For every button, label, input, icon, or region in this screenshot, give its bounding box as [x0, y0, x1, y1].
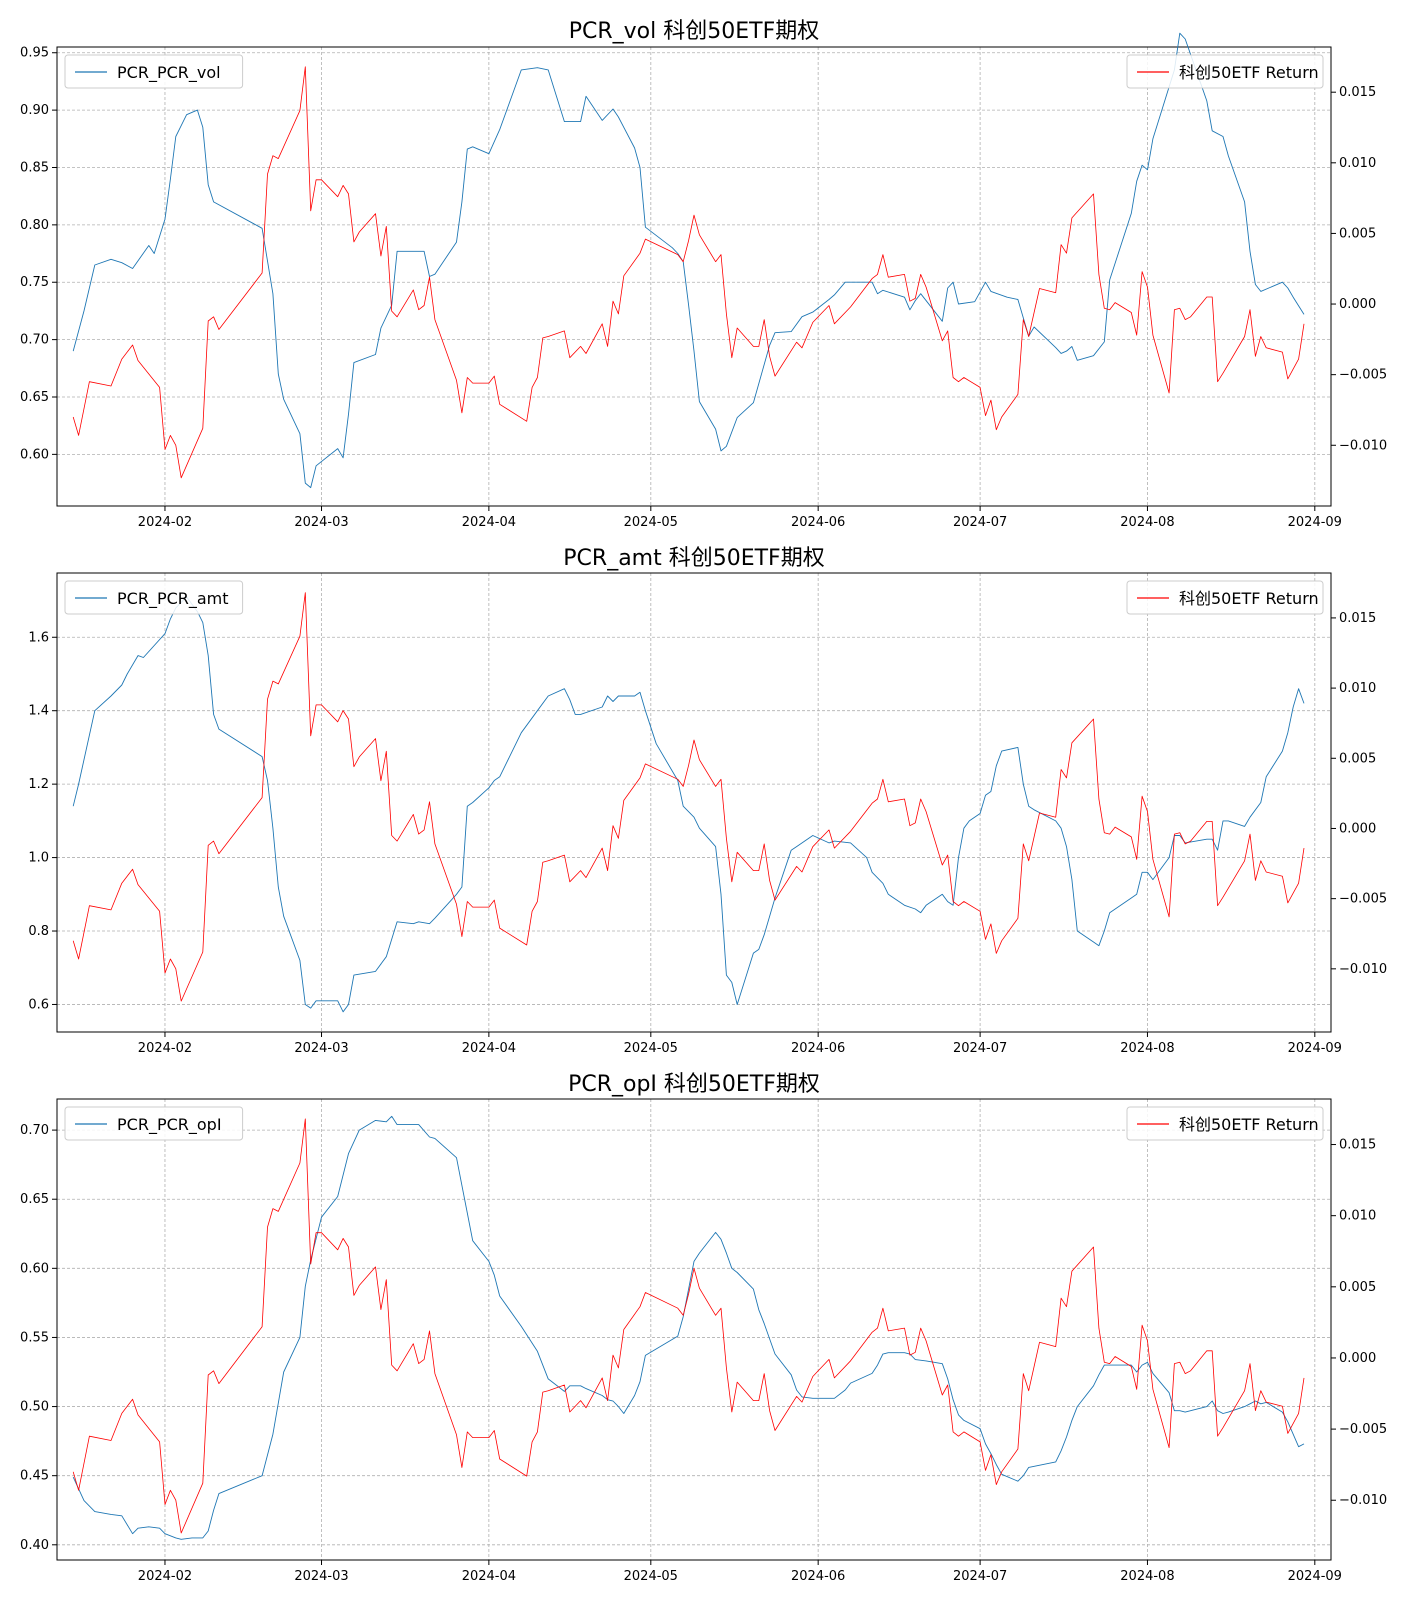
chart-title: PCR_amt 科创50ETF期权 — [563, 546, 824, 571]
x-tick-label: 2024-09 — [1288, 515, 1342, 530]
x-tick-label: 2024-04 — [462, 515, 516, 530]
x-tick-label: 2024-04 — [462, 1569, 516, 1584]
x-tick-label: 2024-09 — [1288, 1569, 1342, 1584]
x-tick-label: 2024-06 — [791, 1569, 845, 1584]
x-tick-label: 2024-08 — [1120, 1041, 1174, 1056]
y-left-tick-label: 0.80 — [20, 218, 49, 233]
series-line-return — [72, 592, 1305, 1002]
y-right-tick-label: −0.005 — [1339, 368, 1387, 383]
series-line-return — [72, 66, 1305, 479]
y-left-tick-label: 0.90 — [20, 103, 49, 118]
y-left-tick-label: 0.85 — [20, 160, 49, 175]
x-tick-label: 2024-06 — [791, 1041, 845, 1056]
y-right-tick-label: 0.015 — [1339, 611, 1376, 626]
y-left-tick-label: 0.6 — [28, 997, 49, 1012]
x-tick-label: 2024-03 — [294, 1569, 348, 1584]
y-right-tick-label: 0.010 — [1339, 1209, 1376, 1224]
y-left-tick-label: 0.60 — [20, 447, 49, 462]
x-tick-label: 2024-05 — [624, 1569, 678, 1584]
x-tick-label: 2024-07 — [953, 1569, 1007, 1584]
y-right-tick-label: 0.010 — [1339, 156, 1376, 171]
y-right-tick-label: 0.005 — [1339, 751, 1376, 766]
x-tick-label: 2024-05 — [624, 515, 678, 530]
y-left-tick-label: 1.4 — [28, 704, 49, 719]
y-left-tick-label: 0.95 — [20, 46, 49, 61]
x-tick-label: 2024-02 — [138, 1569, 192, 1584]
legend-box — [64, 580, 244, 615]
y-right-tick-label: −0.005 — [1339, 892, 1387, 907]
legend-box — [1126, 54, 1324, 89]
chart-title: PCR_opI 科创50ETF期权 — [568, 1072, 820, 1097]
x-tick-label: 2024-02 — [138, 515, 192, 530]
legend-right: 科创50ETF Return — [1126, 580, 1324, 615]
x-tick-label: 2024-03 — [294, 1041, 348, 1056]
x-tick-label: 2024-07 — [953, 515, 1007, 530]
y-right-tick-label: 0.005 — [1339, 226, 1376, 241]
x-tick-label: 2024-05 — [624, 1041, 678, 1056]
y-right-tick-label: −0.010 — [1339, 962, 1387, 977]
y-right-tick-label: 0.010 — [1339, 681, 1376, 696]
y-right-tick-label: 0.015 — [1339, 85, 1376, 100]
y-right-tick-label: −0.005 — [1339, 1422, 1387, 1437]
y-left-tick-label: 0.70 — [20, 333, 49, 348]
legend-left: PCR_PCR_vol — [64, 54, 244, 89]
y-left-tick-label: 0.40 — [20, 1538, 49, 1553]
chart-panel-2: PCR_amt 科创50ETF期权 2024-02 2024-03 2024-04 20… — [28, 546, 1387, 1056]
y-left-tick-label: 0.50 — [20, 1400, 49, 1415]
legend-box — [64, 54, 244, 89]
legend-left: PCR_PCR_opI — [64, 1106, 244, 1141]
series-line-return — [72, 1118, 1305, 1534]
y-left-tick-label: 1.0 — [28, 851, 49, 866]
legend-label: 科创50ETF Return — [1179, 589, 1319, 608]
x-tick-label: 2024-02 — [138, 1041, 192, 1056]
chart-panel-3: PCR_opI 科创50ETF期权 2024-02 2024-03 2024-04 20… — [20, 1072, 1387, 1584]
y-left-tick-label: 1.2 — [28, 777, 49, 792]
y-right-tick-label: 0.000 — [1339, 821, 1376, 836]
y-left-tick-label: 0.45 — [20, 1469, 49, 1484]
y-right-tick-label: −0.010 — [1339, 1493, 1387, 1508]
plot-frame — [56, 46, 1332, 507]
x-tick-label: 2024-08 — [1120, 1569, 1174, 1584]
y-right-tick-label: 0.005 — [1339, 1280, 1376, 1295]
y-left-tick-label: 0.65 — [20, 390, 49, 405]
y-left-tick-label: 0.75 — [20, 275, 49, 290]
x-tick-label: 2024-03 — [294, 515, 348, 530]
chart-panel-1: PCR_vol 科创50ETF期权 2024-02 2024-03 2024-04 20… — [20, 19, 1387, 530]
x-tick-label: 2024-04 — [462, 1041, 516, 1056]
legend-label: PCR_PCR_amt — [117, 589, 229, 609]
y-left-tick-label: 0.8 — [28, 924, 49, 939]
chart-title: PCR_vol 科创50ETF期权 — [569, 19, 820, 44]
y-left-tick-label: 0.70 — [20, 1123, 49, 1138]
y-left-tick-label: 0.65 — [20, 1192, 49, 1207]
legend-label: PCR_PCR_opI — [117, 1115, 222, 1135]
y-left-tick-label: 0.60 — [20, 1261, 49, 1276]
legend-left: PCR_PCR_amt — [64, 580, 244, 615]
legend-label: 科创50ETF Return — [1179, 63, 1319, 82]
legend-box — [1126, 1106, 1324, 1141]
x-tick-label: 2024-07 — [953, 1041, 1007, 1056]
y-right-tick-label: −0.010 — [1339, 438, 1387, 453]
legend-box — [1126, 580, 1324, 615]
x-tick-label: 2024-06 — [791, 515, 845, 530]
plot-frame — [56, 572, 1332, 1033]
y-right-tick-label: 0.000 — [1339, 297, 1376, 312]
y-right-tick-label: 0.000 — [1339, 1351, 1376, 1366]
legend-box — [64, 1106, 244, 1141]
y-left-tick-label: 0.55 — [20, 1330, 49, 1345]
legend-label: 科创50ETF Return — [1179, 1115, 1319, 1134]
series-line-pcr — [72, 596, 1305, 1013]
legend-right: 科创50ETF Return — [1126, 1106, 1324, 1141]
x-tick-label: 2024-09 — [1288, 1041, 1342, 1056]
plot-frame — [56, 1098, 1332, 1561]
x-tick-label: 2024-08 — [1120, 515, 1174, 530]
y-left-tick-label: 1.6 — [28, 630, 49, 645]
legend-right: 科创50ETF Return — [1126, 54, 1324, 89]
legend-label: PCR_PCR_vol — [117, 63, 221, 83]
series-line-pcr — [72, 32, 1305, 489]
y-right-tick-label: 0.015 — [1339, 1138, 1376, 1153]
series-line-pcr — [72, 1115, 1305, 1540]
